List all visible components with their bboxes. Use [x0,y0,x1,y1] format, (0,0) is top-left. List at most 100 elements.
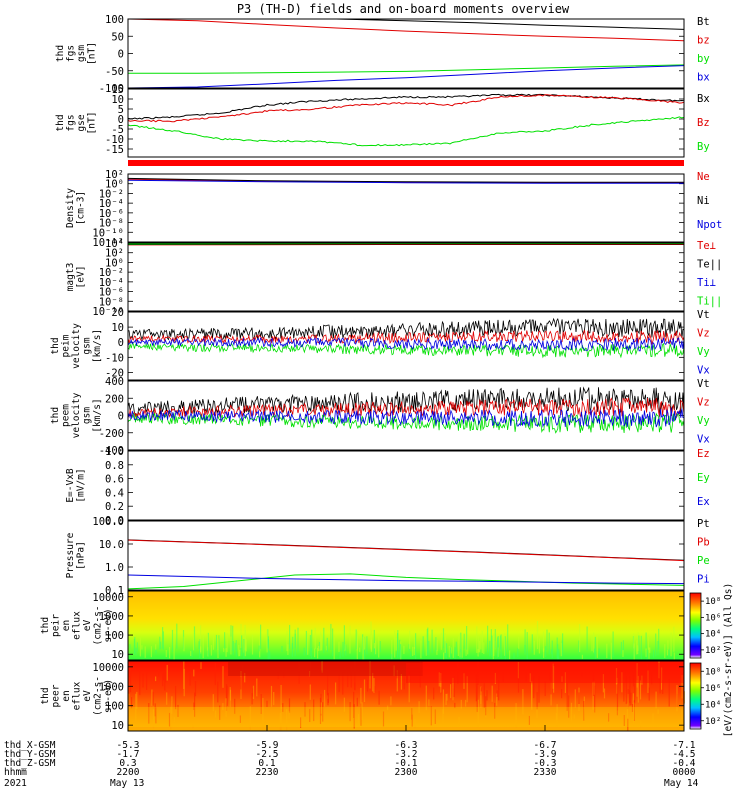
x-row-value: -0.4 [673,758,696,769]
spectrogram-streak [434,709,436,724]
spectrogram-streak [391,639,393,660]
y-tick-label: 0.6 [105,474,124,486]
spectrogram-streak [411,714,413,727]
spectrogram-streak [162,627,164,649]
spectrogram-streak [338,641,340,652]
spectrogram-streak [399,639,401,658]
y-axis-label-line: [nPa] [76,541,87,570]
spectrogram-streak [256,678,258,697]
spectrogram-streak [131,697,133,709]
spectrogram-streak [357,714,360,725]
spectrogram-streak [513,652,515,659]
series-group [127,317,685,359]
spectrogram-streak [555,713,557,721]
spectrogram-streak [319,697,322,724]
spectrogram-streak [244,672,246,683]
y-axis-label-line: [cm-3] [76,191,87,225]
spectrogram-streak [536,706,538,719]
x-row-value: -1.7 [117,749,140,760]
legend: Bx Bz By [697,93,710,153]
spectrogram-streak [323,627,325,654]
spectrogram-streak [193,702,195,710]
y-tick-label: 1.0 [105,446,124,458]
spectrogram-streak [164,672,166,691]
spectrogram-streak [349,625,351,654]
y-axis-label-line: eflux [72,611,83,640]
spectrogram-streak [412,646,414,656]
panel-frame [127,18,685,89]
spectrogram-streak [206,632,209,651]
y-tick-label: 10⁻¹² [92,237,124,249]
spectrogram-streak [504,636,506,660]
panel-frame [127,380,685,451]
y-axis-label-line: [nT] [87,42,98,65]
y-tick-label: 10 [111,94,124,106]
spectrogram-streak [450,684,452,699]
legend-item: Vy [697,346,710,358]
spectrogram-streak [374,686,376,693]
colorbar-tick-label: 10⁸ [705,597,721,607]
series-line-Bt [128,18,685,30]
spectrogram-streak [667,640,669,650]
spectrogram-streak [536,621,539,650]
y-axis: 100.0 10.0 1.0 0.1 [92,516,684,597]
spectrogram-streak [517,648,519,657]
spectrogram-streak [155,676,157,682]
spectrogram-streak [673,626,675,652]
spectrogram-streak [425,685,427,711]
spectrogram-streak [218,635,220,655]
spectrogram-streak [639,680,642,700]
x-row-value: -6.3 [395,740,418,751]
legend: Ez Ey Ex [697,448,710,508]
spectrogram-streak [668,649,670,657]
spectrogram-streak [166,664,168,681]
spectrogram-streak [463,633,465,649]
spectrogram-streak [551,649,553,655]
panel-8: 100.0 10.0 1.0 0.1 Pressure [nPa] Pt Pb Pe Pi [65,516,710,597]
y-axis-label-line: [nT] [87,112,98,135]
y-tick-label: 10⁻⁶ [99,208,124,220]
y-tick-label: 0 [118,337,124,349]
y-tick-label: 0.2 [105,501,124,513]
y-tick-label: -20 [105,367,124,379]
spectrogram-streak [215,710,217,718]
y-tick-label: 0 [118,411,124,423]
y-axis-label-line: (cm2-s- [93,676,104,716]
spectrogram-streak [655,633,657,657]
spectrogram-streak [454,647,456,659]
x-row-value: -0.3 [534,758,557,769]
spectrogram-streak [453,676,455,697]
spectrogram-streak [317,647,319,659]
spectrogram-streak [496,690,498,697]
spectrogram-streak [592,670,595,696]
legend-item: Ti⊥ [697,277,716,289]
spectrogram-streak [418,701,420,713]
spectrogram-streak [324,689,326,707]
spectrogram-streak [162,673,164,687]
spectrogram-streak [262,698,264,727]
series-group [127,539,685,590]
spectrogram-streak [466,626,468,650]
spectrogram-streak [681,709,683,720]
spectrogram-streak [648,647,650,659]
spectrogram-streak [241,635,243,656]
spectrogram-streak [485,696,487,716]
spectrogram-streak [378,690,380,705]
spectrogram-streak [574,689,576,708]
spectrogram-streak [591,635,593,652]
spectrogram-streak [363,636,366,650]
spectrogram-streak [411,708,413,720]
spectrogram-streak [318,646,320,651]
x-row-label: thd_Y-GSM [4,749,56,760]
panel-frame [127,242,685,312]
spectrogram-streak [538,676,540,703]
y-tick-label: 10⁴ [105,238,124,250]
spectrogram-streak [612,631,614,658]
spectrogram-streak [133,638,135,655]
spectrogram-streak [200,625,202,653]
series-line-Ni [127,177,684,183]
series-line-Vz [127,329,685,346]
